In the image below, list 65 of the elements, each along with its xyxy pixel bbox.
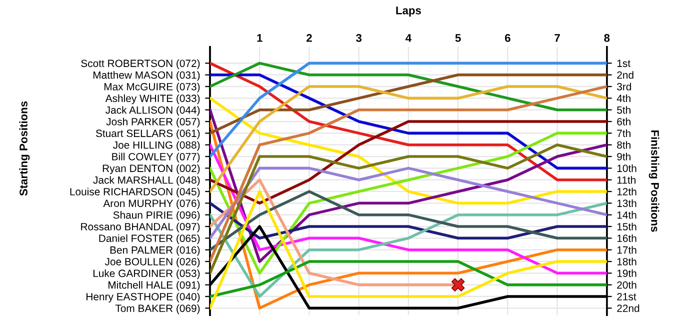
x-tick-label: 1 <box>257 34 262 42</box>
category-label: Ben PALMER (016) <box>110 246 200 256</box>
category-label: Stuart SELLARS (061) <box>96 129 200 140</box>
category-label: Tom BAKER (069) <box>115 304 200 314</box>
y-tick-label: 13th <box>617 199 636 208</box>
y-tick-label: 2nd <box>617 71 634 79</box>
line-series <box>210 73 607 170</box>
x-axis-title: Laps <box>396 6 421 17</box>
x-tick-label: 8 <box>604 34 610 42</box>
y-tick-label: 7th <box>617 129 630 138</box>
y-tick-label: 21st <box>617 292 636 300</box>
category-label: Jack MARSHALL (048) <box>93 176 200 186</box>
y-tick-label: 1st <box>617 60 630 68</box>
line-series <box>210 85 607 193</box>
y-tick-label: 9th <box>617 152 630 160</box>
y-tick-label: 15th <box>617 222 636 230</box>
y-tick-label: 12th <box>617 188 636 196</box>
y-tick-label: 10th <box>617 164 636 172</box>
text: Starting Positions <box>19 101 30 196</box>
x-tick-label: 3 <box>356 34 362 42</box>
line-series <box>210 73 607 135</box>
category-label: Ryan DENTON (002) <box>102 164 200 174</box>
category-label: Max McGUIRE (073) <box>104 82 200 92</box>
y-tick-label: 19th <box>617 269 636 278</box>
line-series <box>210 62 607 182</box>
category-label: Joe HILLING (088) <box>113 141 200 151</box>
category-label: Aron MURPHY (076) <box>103 199 200 210</box>
x-tick-label: 6 <box>504 34 510 42</box>
category-label: Josh PARKER (057) <box>106 118 200 128</box>
category-label: Luke GARDINER (053) <box>93 269 200 280</box>
category-label: Scott ROBERTSON (072) <box>81 59 200 70</box>
category-label: Jack ALLISON (044) <box>105 106 200 116</box>
category-label: Matthew MASON (031) <box>93 71 200 81</box>
y-tick-label: 6th <box>617 118 630 126</box>
x-tick-label: 7 <box>554 34 560 42</box>
x-tick-label: 2 <box>306 34 312 42</box>
y-tick-label: 14th <box>617 211 636 219</box>
category-label: Mitchell HALE (091) <box>108 281 200 291</box>
line-series <box>210 166 607 240</box>
category-label: Louise RICHARDSON (045) <box>70 188 200 198</box>
y-tick-label: 22nd <box>617 304 640 312</box>
y-tick-label: 17th <box>617 246 636 254</box>
y-tick-label: 20th <box>617 281 636 289</box>
line-series <box>210 62 607 112</box>
line-series <box>210 120 607 205</box>
y-axis-title: Finishing Positions <box>648 130 660 232</box>
category-label: Henry EASTHOPE (040) <box>86 292 200 302</box>
y-tick-label: 3rd <box>617 82 632 90</box>
y-tick-label: 11th <box>617 176 636 184</box>
y-tick-label: 16th <box>617 234 636 242</box>
x-tick-label: 4 <box>406 34 412 42</box>
y-tick-label: 4th <box>616 94 630 102</box>
category-label: Shaun PIRIE (096) <box>113 211 200 221</box>
line-series <box>210 202 607 298</box>
line-series <box>210 190 607 310</box>
category-label: Ashley WHITE (033) <box>105 94 200 104</box>
line-series <box>210 190 607 252</box>
y-tick-label: 5th <box>617 106 630 114</box>
y-tick-label: 18th <box>617 258 636 266</box>
category-label: Daniel FOSTER (065) <box>99 234 200 244</box>
category-label: Joe BOULLEN (026) <box>104 258 200 268</box>
category-label: Rossano BHANDAL (097) <box>81 222 200 232</box>
x-tick-label: 5 <box>455 34 461 42</box>
y-tick-label: 8th <box>617 141 630 149</box>
category-label: Bill COWLEY (077) <box>112 152 200 162</box>
